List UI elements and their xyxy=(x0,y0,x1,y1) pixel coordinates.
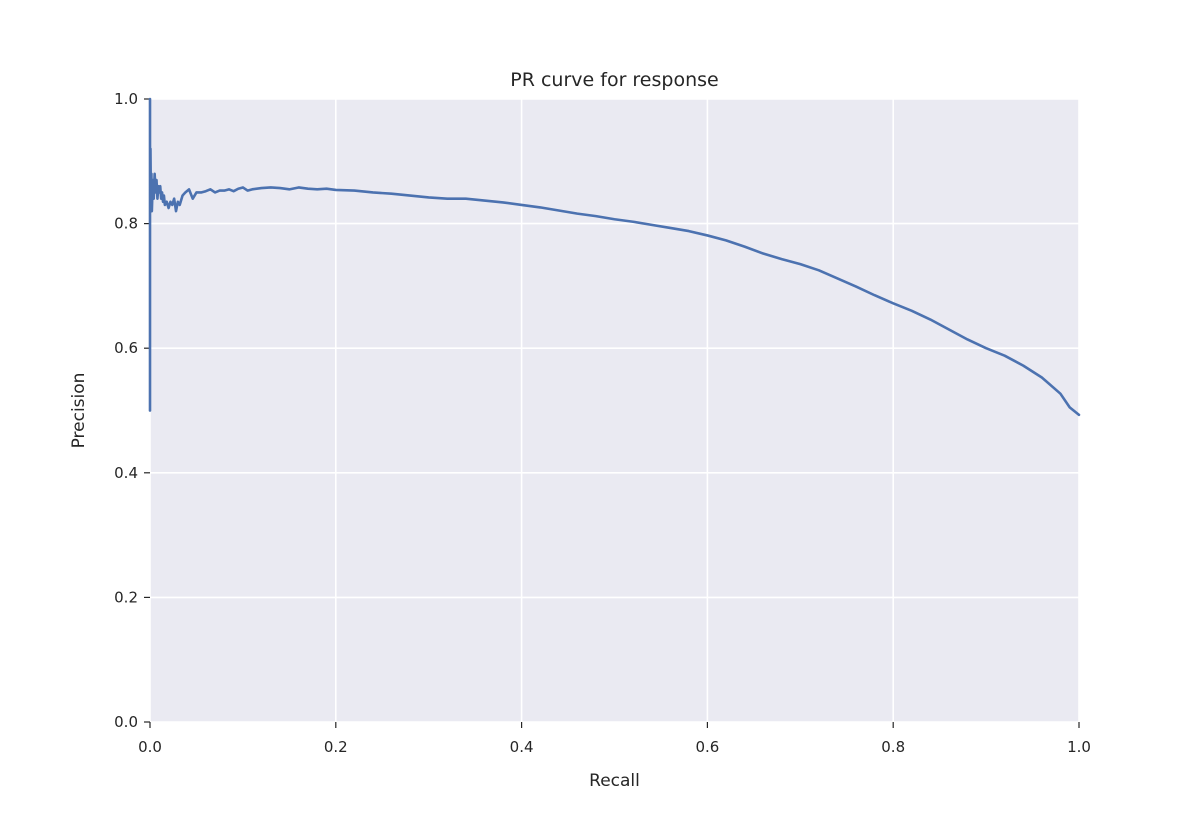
y-tick-label: 0.8 xyxy=(114,215,138,233)
axis-ticks: 0.0 0.2 0.4 0.6 0.8 1.0 0.0 0.2 0.4 0.6 0.8 1.0 xyxy=(114,90,1091,756)
pr-curve-line xyxy=(148,97,1081,417)
y-tick-label: 0.0 xyxy=(114,713,138,731)
x-axis-label: Recall xyxy=(589,771,640,791)
x-tick-label: 1.0 xyxy=(1067,738,1091,756)
y-tick-label: 0.6 xyxy=(114,339,138,357)
y-tick-label: 0.4 xyxy=(114,464,138,482)
grid-lines xyxy=(149,98,1080,723)
x-tick-label: 0.8 xyxy=(881,738,905,756)
chart-title: PR curve for response xyxy=(510,69,718,91)
x-tick-label: 0.6 xyxy=(695,738,719,756)
x-tick-label: 0.0 xyxy=(138,738,162,756)
y-tick-label: 0.2 xyxy=(114,588,138,606)
x-tick-label: 0.2 xyxy=(324,738,348,756)
plot-background xyxy=(150,99,1079,722)
y-axis-label: Precision xyxy=(69,373,89,449)
x-tick-label: 0.4 xyxy=(510,738,534,756)
y-tick-label: 1.0 xyxy=(114,90,138,108)
series-layer xyxy=(148,97,1081,417)
